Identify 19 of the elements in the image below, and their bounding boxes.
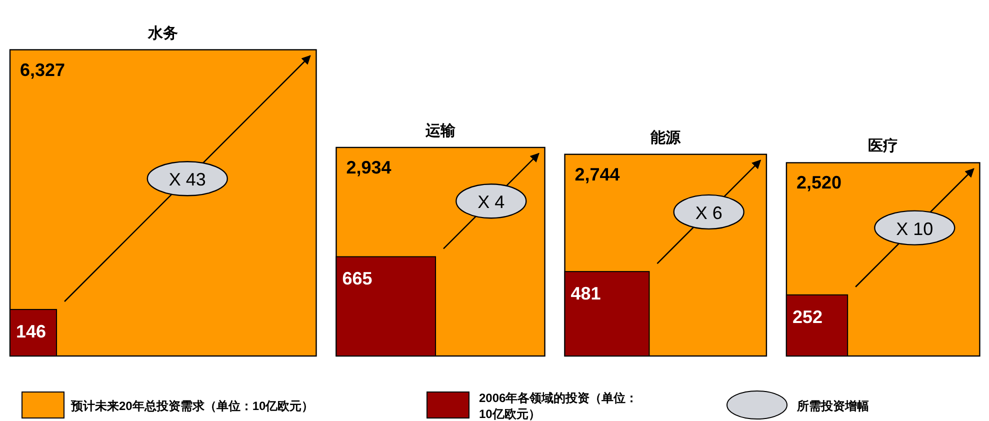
legend-label: 所需投资增幅: [796, 399, 869, 413]
data-label: 2,520: [796, 172, 842, 193]
data-label: 481: [570, 284, 601, 304]
data-label: X 10: [896, 218, 934, 239]
data-label: 6,327: [20, 60, 66, 80]
data-label: 146: [16, 321, 46, 342]
data-label: X 6: [695, 202, 722, 223]
legend-label: 2006年各领域的投资（单位：10亿欧元）: [479, 391, 638, 421]
data-label: X 43: [168, 170, 206, 190]
data-label: 665: [342, 268, 372, 289]
data-label: 2,934: [346, 157, 392, 178]
category-label: 能源: [650, 129, 682, 146]
data-label: X 4: [478, 192, 505, 212]
category-label: 运输: [424, 122, 457, 140]
data-label: 2,744: [574, 164, 620, 184]
category-label: 医疗: [868, 138, 898, 155]
data-label: 252: [792, 306, 822, 327]
category-label: 水务: [147, 24, 178, 42]
legend-label: 预计未来20年总投资需求（单位：10亿欧元）: [70, 399, 314, 413]
